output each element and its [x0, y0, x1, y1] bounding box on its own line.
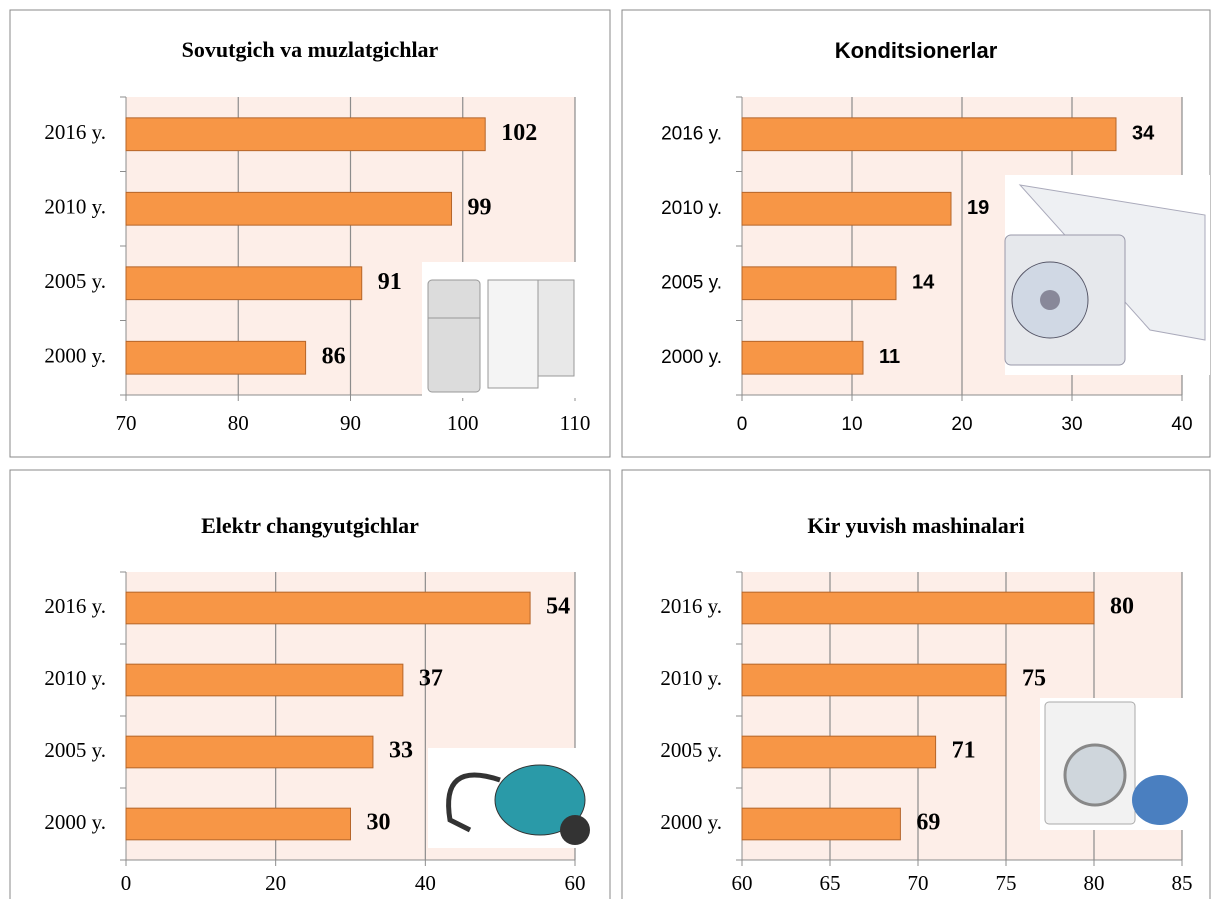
chart-title: Kir yuvish mashinalari — [807, 513, 1024, 538]
value-label: 30 — [367, 810, 391, 836]
x-tick-label: 0 — [121, 871, 132, 895]
bar — [742, 267, 896, 300]
chart-title: Konditsionerlar — [835, 38, 998, 63]
value-label: 91 — [378, 269, 402, 295]
y-tick-label: 2016 y. — [661, 123, 722, 144]
x-tick-label: 65 — [820, 871, 841, 895]
value-label: 75 — [1022, 666, 1046, 692]
x-tick-label: 75 — [996, 871, 1017, 895]
x-tick-label: 80 — [228, 411, 249, 435]
bar — [126, 267, 362, 300]
y-tick-label: 2005 y. — [44, 738, 106, 762]
value-label: 11 — [879, 346, 900, 368]
bar — [742, 664, 1006, 696]
chart-title: Sovutgich va muzlatgichlar — [182, 37, 439, 62]
bar — [126, 664, 403, 696]
bar — [742, 592, 1094, 624]
bar — [742, 736, 936, 768]
x-tick-label: 90 — [340, 411, 361, 435]
y-tick-label: 2016 y. — [44, 120, 106, 144]
bar — [742, 808, 900, 840]
page: Sovutgich va muzlatgichlar70809010011020… — [0, 0, 1213, 899]
bar — [126, 118, 485, 151]
x-tick-label: 0 — [737, 414, 748, 435]
x-tick-label: 100 — [447, 411, 479, 435]
y-tick-label: 2010 y. — [44, 195, 106, 219]
chart-grid: Sovutgich va muzlatgichlar70809010011020… — [0, 0, 1213, 899]
value-label: 69 — [916, 810, 940, 836]
bar — [126, 341, 306, 374]
bar — [126, 592, 530, 624]
y-tick-label: 2000 y. — [44, 810, 106, 834]
washer-image — [1040, 698, 1190, 830]
value-label: 99 — [468, 194, 492, 220]
x-tick-label: 10 — [841, 414, 862, 435]
x-tick-label: 20 — [265, 871, 286, 895]
chart-title: Elektr changyutgichlar — [201, 513, 419, 538]
value-label: 86 — [322, 343, 346, 369]
x-tick-label: 80 — [1084, 871, 1105, 895]
x-tick-label: 70 — [908, 871, 929, 895]
value-label: 19 — [967, 197, 989, 219]
x-tick-label: 110 — [560, 411, 591, 435]
x-tick-label: 40 — [415, 871, 436, 895]
y-tick-label: 2016 y. — [44, 594, 106, 618]
x-tick-label: 30 — [1061, 414, 1082, 435]
x-tick-label: 85 — [1172, 871, 1193, 895]
bar — [742, 192, 951, 225]
bar — [126, 192, 452, 225]
ac-image — [1005, 175, 1210, 375]
fridge-image — [422, 262, 578, 398]
x-tick-label: 20 — [951, 414, 972, 435]
y-tick-label: 2005 y. — [44, 269, 106, 293]
y-tick-label: 2010 y. — [660, 666, 722, 690]
value-label: 14 — [912, 272, 935, 294]
x-tick-label: 60 — [732, 871, 753, 895]
y-tick-label: 2000 y. — [660, 810, 722, 834]
vacuum-image — [428, 748, 593, 848]
y-tick-label: 2010 y. — [661, 198, 722, 219]
y-tick-label: 2005 y. — [660, 738, 722, 762]
bar — [742, 341, 863, 374]
value-label: 54 — [546, 594, 570, 620]
y-tick-label: 2005 y. — [661, 272, 722, 293]
bar — [126, 736, 373, 768]
x-tick-label: 40 — [1171, 414, 1192, 435]
value-label: 34 — [1132, 123, 1155, 145]
value-label: 37 — [419, 666, 443, 692]
y-tick-label: 2016 y. — [660, 594, 722, 618]
value-label: 80 — [1110, 594, 1134, 620]
value-label: 102 — [501, 120, 537, 146]
y-tick-label: 2010 y. — [44, 666, 106, 690]
bar — [126, 808, 351, 840]
value-label: 33 — [389, 738, 413, 764]
y-tick-label: 2000 y. — [661, 347, 722, 368]
x-tick-label: 60 — [565, 871, 586, 895]
value-label: 71 — [952, 738, 976, 764]
x-tick-label: 70 — [116, 411, 137, 435]
bar — [742, 118, 1116, 151]
y-tick-label: 2000 y. — [44, 344, 106, 368]
